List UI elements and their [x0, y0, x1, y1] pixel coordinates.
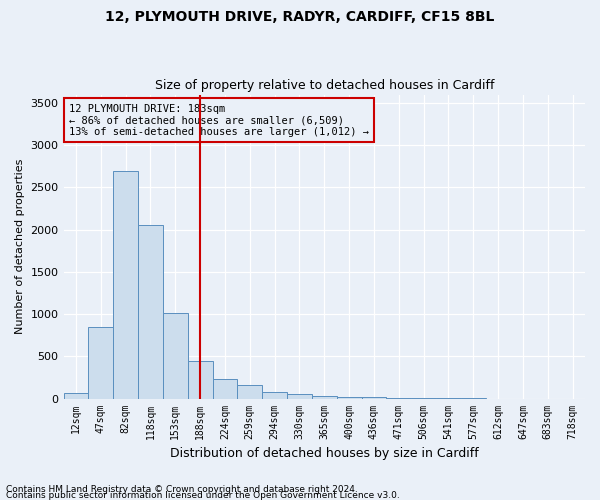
Text: Contains public sector information licensed under the Open Government Licence v3: Contains public sector information licen… — [6, 490, 400, 500]
Bar — [212, 379, 238, 398]
Y-axis label: Number of detached properties: Number of detached properties — [15, 159, 25, 334]
Bar — [163, 314, 188, 398]
Text: 12, PLYMOUTH DRIVE, RADYR, CARDIFF, CF15 8BL: 12, PLYMOUTH DRIVE, RADYR, CARDIFF, CF15… — [106, 10, 494, 24]
Bar — [238, 386, 262, 398]
Bar — [312, 396, 337, 398]
Text: 12 PLYMOUTH DRIVE: 183sqm
← 86% of detached houses are smaller (6,509)
13% of se: 12 PLYMOUTH DRIVE: 183sqm ← 86% of detac… — [69, 104, 369, 137]
Title: Size of property relative to detached houses in Cardiff: Size of property relative to detached ho… — [155, 79, 494, 92]
X-axis label: Distribution of detached houses by size in Cardiff: Distribution of detached houses by size … — [170, 447, 479, 460]
Bar — [113, 170, 138, 398]
Bar — [287, 394, 312, 398]
Bar — [64, 394, 88, 398]
Bar — [88, 327, 113, 398]
Bar — [138, 226, 163, 398]
Bar — [262, 392, 287, 398]
Bar — [188, 360, 212, 399]
Text: Contains HM Land Registry data © Crown copyright and database right 2024.: Contains HM Land Registry data © Crown c… — [6, 484, 358, 494]
